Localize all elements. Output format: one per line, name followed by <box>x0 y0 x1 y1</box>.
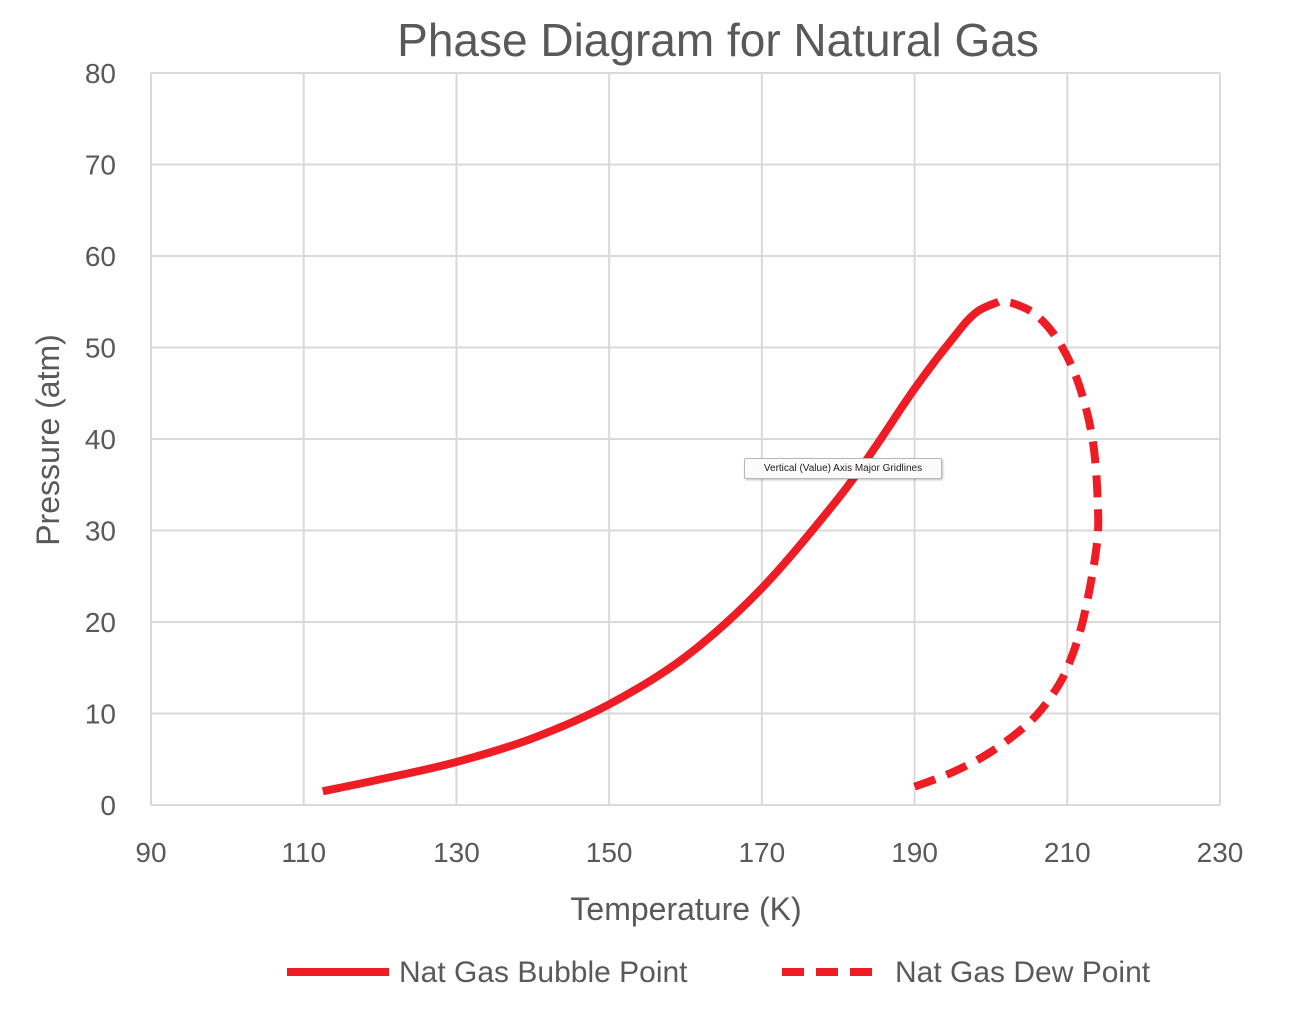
y-tick-label: 20 <box>85 607 116 638</box>
series-line-dew-point[interactable] <box>913 297 1103 791</box>
y-tick-label: 0 <box>100 790 116 821</box>
y-tick-label: 10 <box>85 699 116 730</box>
series-line-bubble-point[interactable] <box>321 298 1001 796</box>
gridlines[interactable] <box>150 72 1221 806</box>
x-tick-label: 130 <box>433 837 480 868</box>
legend-label-bubble-point: Nat Gas Bubble Point <box>399 956 688 989</box>
gridlines-tooltip: Vertical (Value) Axis Major Gridlines <box>744 458 942 479</box>
legend[interactable]: Nat Gas Bubble Point Nat Gas Dew Point <box>287 956 1151 989</box>
y-tick-label: 40 <box>85 424 116 455</box>
y-axis-title: Pressure (atm) <box>30 334 66 546</box>
x-axis-title: Temperature (K) <box>570 891 801 927</box>
y-axis-ticks: 0 10 20 30 40 50 60 70 80 <box>85 58 116 821</box>
x-tick-label: 150 <box>586 837 633 868</box>
plot-area[interactable] <box>321 297 1103 796</box>
x-axis-ticks: 90 110 130 150 170 190 210 230 <box>135 837 1243 868</box>
legend-label-dew-point: Nat Gas Dew Point <box>895 956 1151 989</box>
y-tick-label: 70 <box>85 150 116 181</box>
x-tick-label: 190 <box>891 837 938 868</box>
y-tick-label: 80 <box>85 58 116 89</box>
y-tick-label: 30 <box>85 516 116 547</box>
y-tick-label: 50 <box>85 333 116 364</box>
x-tick-label: 90 <box>135 837 166 868</box>
x-tick-label: 170 <box>738 837 785 868</box>
x-tick-label: 210 <box>1044 837 1091 868</box>
x-tick-label: 110 <box>281 837 326 868</box>
chart-title: Phase Diagram for Natural Gas <box>397 14 1039 66</box>
x-tick-label: 230 <box>1197 837 1244 868</box>
y-tick-label: 60 <box>85 241 116 272</box>
